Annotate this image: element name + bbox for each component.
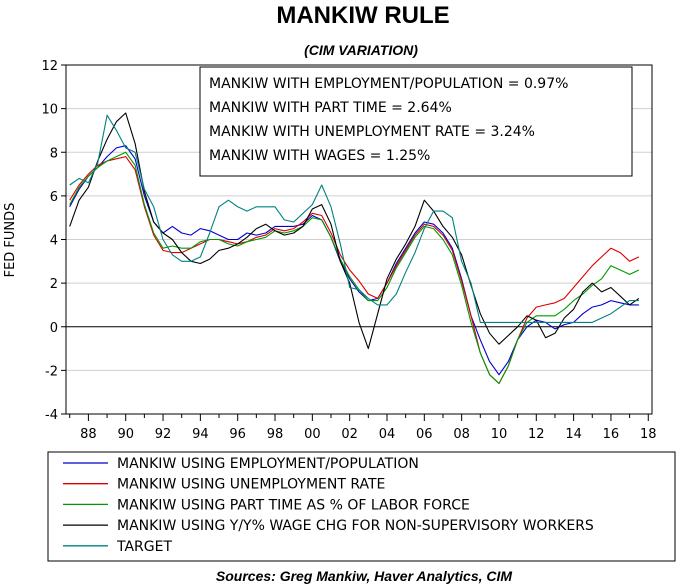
legend: MANKIW USING EMPLOYMENT/POPULATION MANKIW… — [47, 451, 676, 562]
y-tick-label: 12 — [41, 59, 58, 74]
source-note: Sources: Greg Mankiw, Haver Analytics, C… — [216, 568, 513, 584]
y-axis-ticks: -4 -2 0 2 4 6 8 10 12 — [41, 59, 66, 423]
x-tick-label: 04 — [379, 427, 396, 442]
legend-label: TARGET — [116, 539, 172, 555]
y-tick-label: 4 — [50, 234, 58, 249]
series-line-0 — [69, 145, 639, 376]
x-tick-label: 90 — [117, 427, 134, 442]
x-tick-label: 06 — [416, 427, 433, 442]
series-lines — [69, 112, 640, 385]
annotation-box: MANKIW WITH EMPLOYMENT/POPULATION = 0.97… — [199, 66, 633, 177]
legend-label: MANKIW USING EMPLOYMENT/POPULATION — [117, 456, 419, 472]
x-tick-label: 10 — [491, 427, 508, 442]
chart-subtitle: (CIM VARIATION) — [304, 42, 418, 58]
annotation-box-frame — [199, 66, 633, 177]
x-tick-label: 94 — [192, 427, 209, 442]
y-tick-label: -4 — [45, 408, 58, 423]
legend-label: MANKIW USING UNEMPLOYMENT RATE — [117, 477, 385, 493]
series-line-1 — [69, 156, 640, 385]
y-tick-label: 10 — [41, 103, 58, 118]
series-line-3 — [69, 112, 640, 350]
x-tick-label: 12 — [528, 427, 545, 442]
x-tick-label: 00 — [304, 427, 321, 442]
series-line-2 — [69, 151, 640, 385]
legend-label: MANKIW USING PART TIME AS % OF LABOR FOR… — [117, 497, 470, 513]
x-axis-ticks: 88 90 92 94 96 98 00 02 04 06 08 10 12 14 16 18 — [69, 414, 657, 442]
x-tick-label: 08 — [453, 427, 470, 442]
annotation-employment: MANKIW WITH EMPLOYMENT/POPULATION = 0.97… — [209, 76, 568, 92]
y-tick-label: 6 — [50, 190, 58, 205]
x-tick-label: 18 — [640, 427, 657, 442]
chart-title: MANKIW RULE — [276, 2, 449, 29]
legend-label: MANKIW USING Y/Y% WAGE CHG FOR NON-SUPER… — [117, 518, 594, 534]
legend-frame — [47, 451, 676, 562]
y-tick-label: 8 — [50, 146, 58, 161]
annotation-unemployment: MANKIW WITH UNEMPLOYMENT RATE = 3.24% — [209, 124, 535, 140]
x-tick-label: 02 — [341, 427, 358, 442]
x-tick-label: 16 — [603, 427, 620, 442]
x-tick-label: 92 — [155, 427, 172, 442]
x-tick-label: 88 — [80, 427, 97, 442]
x-tick-label: 96 — [229, 427, 246, 442]
x-tick-label: 98 — [267, 427, 284, 442]
x-tick-label: 14 — [565, 427, 582, 442]
y-tick-label: 0 — [50, 321, 58, 336]
y-axis-label: FED FUNDS — [3, 203, 18, 278]
y-tick-label: 2 — [50, 277, 58, 292]
annotation-wages: MANKIW WITH WAGES = 1.25% — [209, 148, 430, 164]
y-tick-label: -2 — [45, 364, 58, 379]
series-line-4 — [69, 114, 639, 323]
legend-items: MANKIW USING EMPLOYMENT/POPULATION MANKIW… — [63, 456, 594, 555]
annotation-part-time: MANKIW WITH PART TIME = 2.64% — [209, 100, 452, 116]
